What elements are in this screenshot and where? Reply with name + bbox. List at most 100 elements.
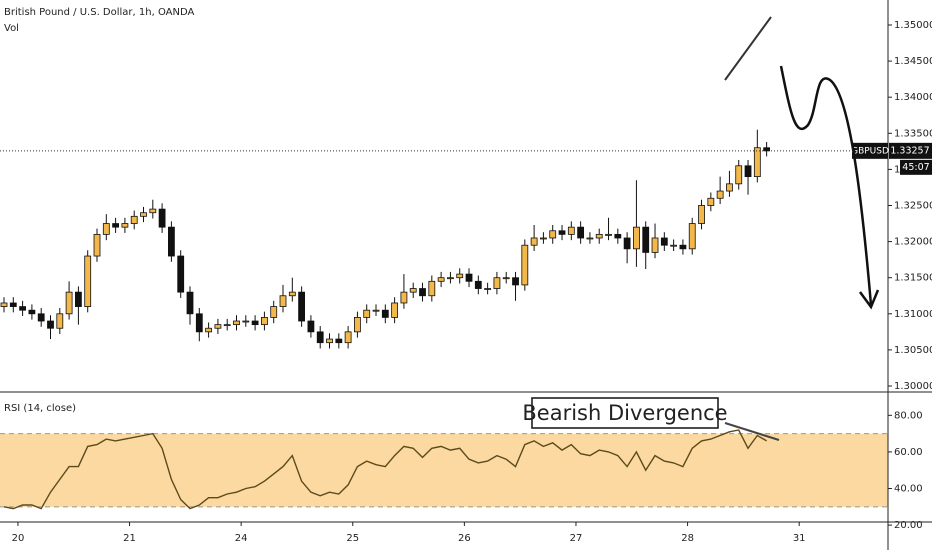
candle-body xyxy=(112,223,120,228)
candle-body xyxy=(140,212,147,217)
y-tick-label: 1.31000 xyxy=(894,309,932,320)
annotation-box xyxy=(531,397,719,429)
candle-body xyxy=(261,317,268,326)
rsi-band xyxy=(0,433,888,507)
candle-body xyxy=(447,277,454,280)
candle-body xyxy=(502,277,510,280)
y-tick-label: 40.00 xyxy=(894,484,923,495)
candle-body xyxy=(177,255,185,293)
x-tick-label: 27 xyxy=(570,533,583,544)
x-tick-label: 26 xyxy=(458,533,471,544)
candle-body xyxy=(642,226,650,253)
candle-body xyxy=(102,223,110,235)
price-label: 1.33257 xyxy=(890,145,929,156)
candle-body xyxy=(577,226,585,239)
candle-body xyxy=(307,320,315,333)
candle-body xyxy=(298,291,306,322)
projection-arrow xyxy=(779,65,873,306)
candle-body xyxy=(549,230,557,239)
chart-title: British Pound / U.S. Dollar, 1h, OANDA xyxy=(4,7,194,18)
candle-body xyxy=(688,223,696,250)
candle-body xyxy=(205,327,213,333)
candle-body xyxy=(214,324,222,329)
candle-body xyxy=(242,320,250,323)
arrow-head xyxy=(858,289,880,310)
y-tick-label: 1.35000 xyxy=(894,20,932,31)
candle-body xyxy=(437,277,445,282)
candle-body xyxy=(633,226,640,250)
candle-body xyxy=(567,226,575,235)
x-tick-label: 20 xyxy=(12,533,25,544)
price-tag xyxy=(889,142,932,159)
candle-body xyxy=(493,277,501,289)
candle-body xyxy=(372,309,380,312)
candle-body xyxy=(344,331,352,344)
candle-body xyxy=(558,230,566,235)
y-tick-label: 1.34000 xyxy=(894,92,932,103)
candle-body xyxy=(623,237,631,250)
annotation-text: Bearish Divergence xyxy=(522,401,727,425)
candle-body xyxy=(660,237,668,246)
candle-body xyxy=(707,197,715,206)
candle-body xyxy=(149,208,157,214)
candle-body xyxy=(19,306,26,311)
x-tick-label: 31 xyxy=(793,533,806,544)
candle-body xyxy=(47,320,54,329)
y-tick-label: 1.31500 xyxy=(894,273,932,284)
countdown-tag xyxy=(900,159,932,175)
plot: 1.30000 1.30500 1.31000 1.31500 1.32000 1.325… xyxy=(0,20,932,544)
y-tick-label: 1.33500 xyxy=(894,128,932,139)
candle-body xyxy=(279,295,287,307)
countdown-label: 45:07 xyxy=(902,162,929,173)
candle-body xyxy=(763,147,771,152)
candle-body xyxy=(223,324,231,327)
candle-body xyxy=(93,233,101,257)
y-tick-label: 1.30500 xyxy=(894,345,932,356)
candle-body xyxy=(521,244,529,286)
candle-body xyxy=(419,288,426,297)
candle-body xyxy=(233,320,240,326)
x-tick-label: 21 xyxy=(123,533,136,544)
y-tick-label: 60.00 xyxy=(894,447,923,458)
y-tick-label: 80.00 xyxy=(894,410,923,421)
candle-body xyxy=(456,273,464,279)
candle-body xyxy=(614,233,622,239)
candle-body xyxy=(716,190,724,199)
candle-body xyxy=(168,226,175,257)
candle-body xyxy=(381,309,389,318)
candle-body xyxy=(409,288,417,293)
candle-body xyxy=(698,205,705,224)
candle-body xyxy=(400,291,408,304)
candle-body xyxy=(9,302,17,307)
candle-body xyxy=(316,331,324,344)
candle-body xyxy=(335,338,343,344)
y-tick-label: 1.30000 xyxy=(894,381,932,392)
candle-body xyxy=(540,237,547,240)
candle-body xyxy=(670,244,678,247)
volume-label: Vol xyxy=(4,23,19,34)
candle-body xyxy=(84,255,92,307)
x-tick-label: 24 xyxy=(235,533,248,544)
y-tick-label: 1.32500 xyxy=(894,200,932,211)
candle-body xyxy=(726,183,733,192)
candle-body xyxy=(586,237,594,240)
symbol-tag xyxy=(852,142,888,159)
candle-body xyxy=(130,215,138,224)
candle-body xyxy=(428,280,436,297)
candle-body xyxy=(251,320,259,326)
x-tick-label: 25 xyxy=(346,533,359,544)
candle-body xyxy=(28,309,36,315)
candle-body xyxy=(65,291,73,315)
y-tick-label: 1.34500 xyxy=(894,56,932,67)
candle-body xyxy=(195,313,203,333)
y-tick-label: 1.32000 xyxy=(894,237,932,248)
candle-body xyxy=(512,277,519,286)
candle-body xyxy=(605,233,612,236)
rsi-line xyxy=(3,429,767,510)
candle-body xyxy=(270,306,278,318)
y-tick-label: 20.00 xyxy=(894,520,923,531)
candle-body xyxy=(391,302,399,318)
candle-body xyxy=(56,313,64,329)
candle-body xyxy=(354,317,361,333)
candle-body xyxy=(326,338,333,344)
